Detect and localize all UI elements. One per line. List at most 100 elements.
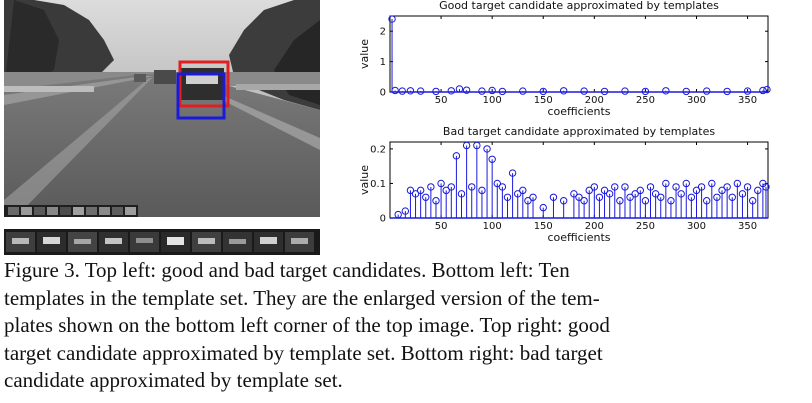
- stem-marker: [580, 197, 588, 205]
- stem-marker: [519, 186, 527, 195]
- y-tick-label: 0.1: [370, 179, 386, 190]
- x-tick-label: 300: [687, 221, 706, 232]
- stem-marker: [703, 197, 711, 205]
- x-tick-label: 250: [636, 221, 655, 232]
- bad-candidate-chart: Bad target candidate approximated by tem…: [348, 125, 812, 252]
- stem-marker: [447, 183, 455, 191]
- chart-title: Bad target candidate approximated by tem…: [443, 126, 715, 138]
- stem-marker: [631, 190, 639, 198]
- stem-marker: [646, 183, 655, 191]
- stem-marker: [738, 190, 747, 198]
- stem-marker: [636, 186, 644, 195]
- stem-marker: [590, 183, 599, 191]
- stem-marker: [437, 179, 445, 188]
- x-axis-label: coefficients: [547, 105, 610, 118]
- stem-marker: [488, 86, 496, 95]
- x-tick-label: 200: [585, 95, 604, 106]
- stem-marker: [651, 190, 660, 198]
- stem-marker: [600, 186, 609, 195]
- caption-line: templates in the template set. They are …: [4, 285, 600, 310]
- stem-marker: [605, 190, 614, 198]
- stem-marker: [708, 179, 716, 188]
- stem-marker: [585, 186, 593, 195]
- y-axis-label: value: [358, 165, 371, 195]
- stem-marker: [442, 186, 450, 195]
- stem-marker: [468, 183, 476, 191]
- stem-marker: [728, 193, 736, 201]
- stem-marker: [388, 15, 396, 23]
- x-tick-label: 200: [585, 221, 604, 232]
- plot-frame: [389, 15, 769, 93]
- caption-line: target candidate approximated by templat…: [4, 340, 603, 365]
- caption-line: plates shown on the bottom left corner o…: [4, 313, 610, 337]
- stem-marker: [570, 190, 578, 198]
- stem-marker: [514, 190, 522, 198]
- stem-marker: [457, 190, 466, 198]
- stem-marker: [748, 197, 757, 205]
- stem-marker: [411, 190, 420, 198]
- stem-marker: [493, 179, 501, 188]
- x-tick-label: 150: [534, 95, 553, 106]
- stem-marker: [662, 87, 670, 95]
- stem-marker: [759, 86, 767, 95]
- stem-marker: [427, 183, 435, 191]
- stem-marker: [478, 87, 486, 95]
- stem-marker: [763, 85, 771, 94]
- chart-title: Good target candidate approximated by te…: [439, 0, 719, 12]
- y-tick-label: 2: [380, 27, 386, 38]
- stem-marker: [416, 186, 425, 195]
- stem-marker: [416, 87, 425, 95]
- stem-marker: [398, 87, 406, 95]
- stem-marker: [473, 141, 481, 150]
- stem-marker: [703, 87, 711, 95]
- stem-marker: [621, 87, 629, 95]
- stem-marker: [559, 87, 568, 95]
- figure-caption: Figure 3. Top left: good and bad target …: [4, 257, 804, 395]
- x-tick-label: 50: [435, 221, 448, 232]
- stem-marker: [452, 152, 461, 160]
- stem-marker: [723, 183, 731, 191]
- stem-marker: [743, 183, 752, 191]
- stem-marker: [503, 193, 512, 201]
- stem-marker: [575, 193, 583, 201]
- stem-marker: [662, 179, 670, 188]
- stem-marker: [595, 193, 604, 201]
- stem-marker: [641, 197, 650, 205]
- stem-marker: [677, 190, 685, 198]
- stem-marker: [697, 183, 706, 191]
- stem-marker: [733, 179, 742, 188]
- good-candidate-box: [178, 60, 230, 108]
- x-tick-label: 300: [687, 95, 706, 106]
- stem-marker: [391, 86, 399, 95]
- stem-marker: [754, 186, 762, 195]
- bad-candidate-box: [176, 72, 226, 120]
- good-candidate-chart: Good target candidate approximated by te…: [348, 0, 812, 126]
- stem-marker: [488, 155, 496, 163]
- stem-marker: [401, 207, 410, 215]
- stem-marker: [524, 197, 532, 205]
- x-tick-label: 150: [534, 221, 553, 232]
- x-tick-label: 50: [435, 95, 448, 106]
- stem-marker: [743, 87, 752, 95]
- stem-marker: [478, 186, 486, 195]
- stem-marker: [549, 193, 558, 201]
- stem-marker: [626, 193, 634, 201]
- template-tiles: [6, 232, 314, 252]
- x-tick-label: 350: [738, 95, 757, 106]
- stem-marker: [682, 179, 690, 188]
- stem-marker: [692, 186, 701, 195]
- stem-marker: [406, 186, 415, 195]
- caption-line: Figure 3. Top left: good and bad target …: [4, 258, 570, 282]
- stem-marker: [718, 186, 726, 195]
- stem-marker: [672, 183, 680, 191]
- stem-marker: [422, 193, 430, 201]
- stem-marker: [462, 141, 471, 150]
- x-tick-label: 350: [738, 221, 757, 232]
- stem-marker: [529, 193, 537, 201]
- stem-marker: [498, 183, 507, 191]
- stem-marker: [539, 203, 547, 212]
- y-tick-label: 1: [380, 57, 386, 68]
- y-tick-label: 0: [380, 88, 386, 99]
- road-scene-image: [4, 0, 320, 217]
- stem-marker: [483, 145, 491, 153]
